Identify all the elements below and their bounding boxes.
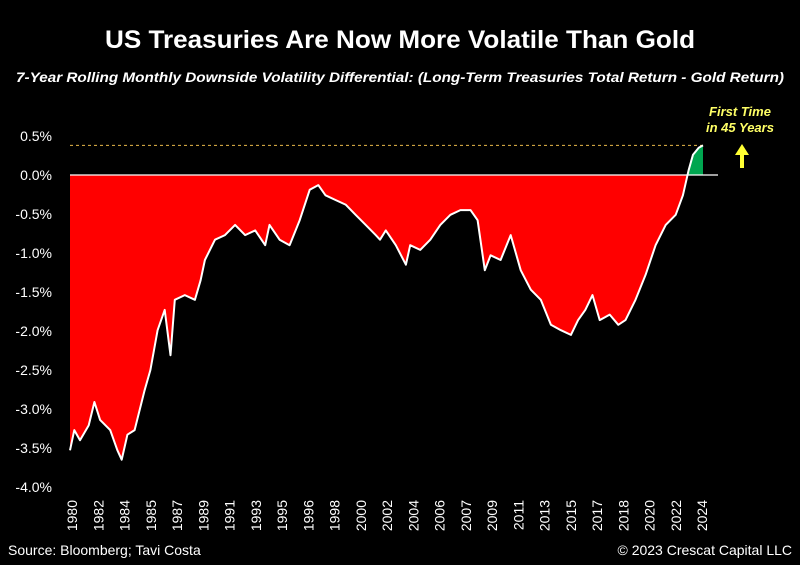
y-tick-label: -3.0% [15,401,52,417]
x-tick-label: 1982 [90,500,106,531]
y-tick-label: 0.5% [20,128,52,144]
x-tick-label: 1998 [327,500,343,531]
chart-title: US Treasuries Are Now More Volatile Than… [105,26,695,54]
source-note: Source: Bloomberg; Tavi Costa [8,542,201,558]
copyright-note: © 2023 Crescat Capital LLC [617,542,792,558]
x-tick-label: 1996 [300,500,316,531]
chart-subtitle: 7-Year Rolling Monthly Downside Volatili… [16,69,784,85]
arrow-up-icon [735,144,749,168]
x-tick-label: 1993 [248,500,264,531]
x-tick-label: 2013 [537,500,553,531]
plot-area [69,144,718,461]
y-tick-label: -1.5% [15,284,52,300]
x-tick-label: 2017 [589,500,605,531]
x-tick-label: 2020 [642,500,658,531]
x-tick-label: 2011 [510,500,526,530]
x-tick-label: 1980 [64,500,80,531]
y-tick-label: -2.5% [15,362,52,378]
annotation-line1: First Time [709,104,771,119]
x-tick-label: 2000 [353,500,369,531]
x-tick-label: 2002 [379,500,395,531]
x-tick-label: 2022 [668,500,684,531]
x-tick-label: 1987 [169,500,185,531]
x-tick-label: 2024 [694,500,710,531]
y-tick-label: -4.0% [15,479,52,495]
x-tick-label: 2006 [432,500,448,531]
y-tick-label: -2.0% [15,323,52,339]
x-tick-label: 1984 [117,500,133,531]
y-axis: 0.5% 0.0% -0.5% -1.0% -1.5% -2.0% -2.5% -3.0% -3… [15,128,52,495]
x-tick-label: 2015 [563,500,579,531]
x-tick-label: 1989 [195,500,211,531]
x-tick-label: 2004 [405,500,421,531]
x-tick-label: 2018 [615,500,631,531]
y-tick-label: -3.5% [15,440,52,456]
x-tick-label: 2007 [458,500,474,531]
annotation-line2: in 45 Years [706,120,774,135]
x-axis: 1980 1982 1984 1985 1987 1989 1991 1993 1995 1996… [64,500,710,531]
x-tick-label: 1985 [143,500,159,531]
x-tick-label: 1995 [274,500,290,531]
y-tick-label: -0.5% [15,206,52,222]
negative-area [70,175,703,460]
series-line [69,144,704,461]
x-tick-label: 2009 [484,500,500,531]
y-tick-label: 0.0% [20,167,52,183]
x-tick-label: 1991 [222,500,238,531]
y-tick-label: -1.0% [15,245,52,261]
